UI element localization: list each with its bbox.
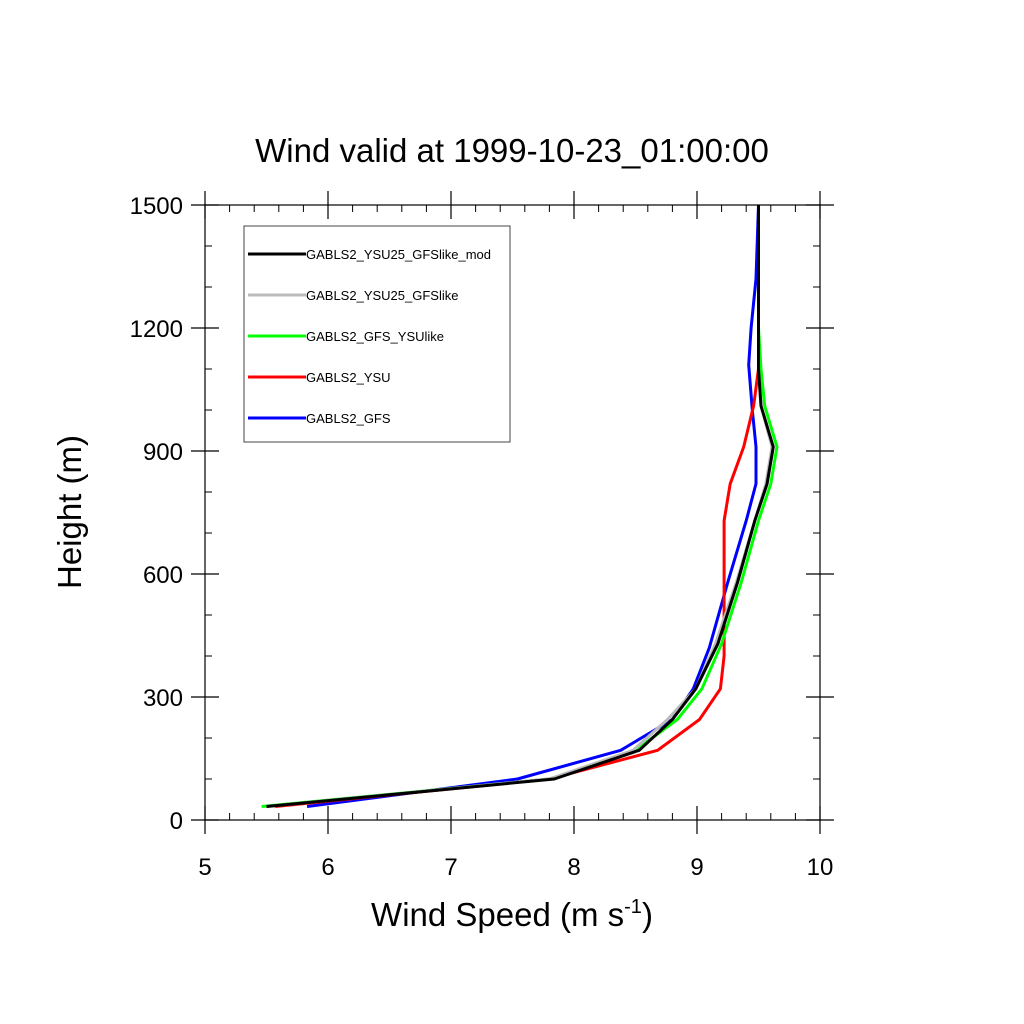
x-tick-label: 9 [690, 854, 703, 881]
y-tick-label: 300 [143, 685, 183, 712]
legend-label: GABLS2_YSU [306, 370, 391, 385]
x-tick-label: 10 [807, 854, 834, 881]
plot-area [204, 204, 821, 821]
y-tick-labels: 0 300 600 900 1200 1500 [130, 193, 183, 835]
legend: GABLS2_YSU25_GFSlike_mod GABLS2_YSU25_GFS… [243, 225, 511, 443]
y-tick-label: 1200 [130, 316, 183, 343]
legend-label: GABLS2_GFS [306, 411, 391, 426]
y-tick-label: 600 [143, 562, 183, 589]
x-tick-label: 8 [567, 854, 580, 881]
plot-frame [204, 204, 821, 821]
y-axis-label: Height (m) [51, 435, 88, 589]
major-ticks [191, 191, 834, 834]
legend-label: GABLS2_GFS_YSUlike [306, 329, 444, 344]
x-axis-label-tail: ) [642, 896, 653, 933]
y-tick-label: 900 [143, 439, 183, 466]
x-tick-label: 6 [321, 854, 334, 881]
x-axis-label: Wind Speed (m s-1) [371, 896, 653, 933]
chart-title: Wind valid at 1999-10-23_01:00:00 [255, 132, 769, 169]
series-lines [261, 204, 779, 808]
series-line-gabls2-ysu25-gfslike-mod [266, 205, 775, 808]
x-axis-label-superscript: -1 [624, 896, 642, 918]
x-axis-label-base: Wind Speed (m s [371, 896, 624, 933]
y-tick-label: 0 [170, 808, 183, 835]
series-line-gabls2-gfs [306, 204, 760, 808]
legend-label: GABLS2_YSU25_GFSlike_mod [306, 247, 491, 262]
x-tick-label: 5 [198, 854, 211, 881]
x-tick-labels: 5 6 7 8 9 10 [198, 854, 833, 881]
legend-label: GABLS2_YSU25_GFSlike [306, 288, 458, 303]
x-tick-label: 7 [444, 854, 457, 881]
legend-box [243, 225, 511, 443]
y-tick-label: 1500 [130, 193, 183, 220]
minor-ticks [205, 205, 820, 820]
